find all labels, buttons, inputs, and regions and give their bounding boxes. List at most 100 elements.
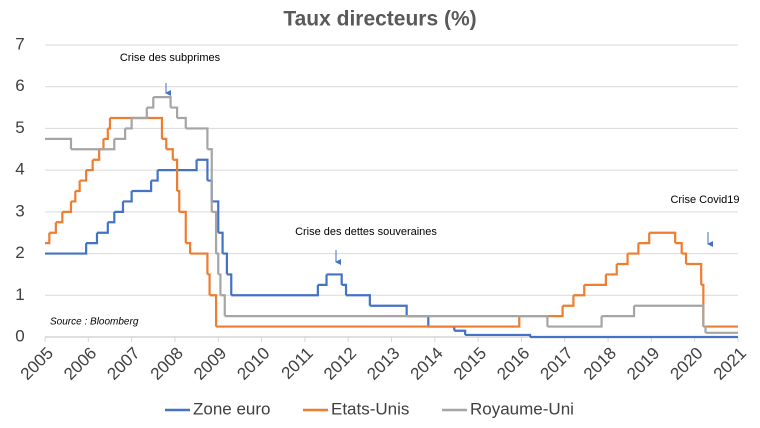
step-segment [70, 138, 116, 151]
step-segment [172, 158, 179, 191]
step-segment [179, 210, 187, 244]
step-segment [584, 274, 607, 286]
step-segment [157, 159, 198, 172]
step-segment [103, 128, 109, 140]
step-segment [45, 243, 88, 255]
x-tick-label: 2007 [103, 344, 143, 384]
step-segment [109, 116, 164, 139]
step-segment [170, 106, 179, 118]
x-tick-label: 2005 [17, 344, 57, 384]
step-segment [211, 200, 220, 233]
y-tick-label: 6 [15, 76, 24, 95]
legend-label: Royaume-Uni [470, 399, 574, 418]
x-tick-label: 2018 [580, 344, 620, 384]
step-segment [185, 242, 192, 254]
x-tick-label: 2014 [407, 344, 447, 384]
step-segment [326, 273, 343, 285]
x-tick-label: 2013 [363, 344, 403, 384]
step-segment [161, 137, 168, 150]
step-segment [638, 232, 651, 245]
x-tick-label: 2015 [450, 344, 490, 384]
step-segment [70, 191, 77, 203]
legend-label: Zone euro [193, 399, 271, 418]
step-segment [562, 295, 575, 307]
step-segment [231, 284, 319, 297]
step-segment [114, 128, 127, 140]
step-segment [79, 170, 88, 182]
x-tick-label: 2016 [493, 344, 533, 384]
x-tick-label: 2008 [147, 344, 187, 384]
step-segment [49, 222, 57, 234]
step-segment [107, 211, 116, 224]
step-segment [406, 315, 430, 327]
step-segment [224, 315, 549, 327]
step-segment [114, 201, 125, 213]
step-segment [216, 316, 521, 328]
step-segment [207, 148, 213, 212]
x-tick-label: 2020 [667, 344, 707, 384]
y-tick-label: 5 [15, 118, 24, 137]
step-segment [96, 222, 109, 234]
step-segment [454, 329, 467, 335]
annotation: Crise Covid19 [670, 194, 739, 206]
x-tick-label: 2017 [537, 344, 577, 384]
step-segment [196, 158, 209, 181]
step-segment [146, 97, 155, 109]
step-segment [222, 252, 229, 275]
annotation: Crise des subprimes [120, 52, 221, 64]
step-segment [45, 137, 73, 150]
x-tick-label: 2006 [60, 344, 100, 384]
step-segment [216, 252, 220, 275]
x-tick-label: 2012 [320, 344, 360, 384]
step-segment [55, 211, 64, 224]
step-segment [519, 305, 564, 318]
step-segment [62, 201, 73, 213]
annotation: Crise des dettes souveraines [295, 226, 437, 238]
step-segment [601, 305, 636, 318]
step-segment [675, 242, 683, 254]
step-segment [573, 284, 586, 297]
step-segment [341, 283, 348, 296]
step-segment [166, 148, 174, 160]
y-tick-label: 3 [15, 201, 24, 220]
step-segment [177, 116, 187, 129]
step-segment [122, 191, 133, 203]
legend-label: Etats-Unis [331, 399, 409, 418]
step-segment [616, 253, 629, 266]
step-segment [218, 273, 222, 296]
step-segment [218, 231, 224, 254]
y-tick-label: 0 [15, 326, 24, 345]
step-segment [547, 316, 603, 328]
step-segment [681, 252, 688, 264]
x-tick-label: 2010 [233, 344, 273, 384]
x-tick-label: 2011 [278, 344, 317, 383]
step-segment [99, 138, 105, 151]
y-tick-label: 4 [15, 160, 24, 179]
step-segment [75, 180, 81, 193]
step-segment [627, 243, 640, 255]
step-segment [605, 264, 618, 276]
source: Source : Bloomberg [50, 317, 139, 328]
step-segment [649, 231, 677, 244]
step-segment [703, 325, 707, 333]
y-tick-label: 7 [15, 34, 24, 53]
step-segment [125, 118, 133, 130]
step-segment [369, 304, 408, 317]
step-segment [190, 252, 209, 275]
step-segment [185, 127, 209, 150]
step-segment [86, 232, 99, 245]
step-segment [686, 262, 703, 285]
step-segment [317, 274, 328, 286]
step-segment [92, 149, 101, 161]
step-segment [220, 294, 226, 317]
step-segment [131, 107, 148, 120]
step-segment [131, 180, 153, 193]
step-segment [153, 96, 172, 108]
step-segment [634, 304, 705, 327]
step-segment [209, 294, 218, 327]
y-tick-label: 2 [15, 243, 24, 262]
x-tick-label: 2021 [710, 344, 750, 384]
step-segment [151, 170, 159, 182]
x-tick-label: 2019 [623, 344, 663, 384]
